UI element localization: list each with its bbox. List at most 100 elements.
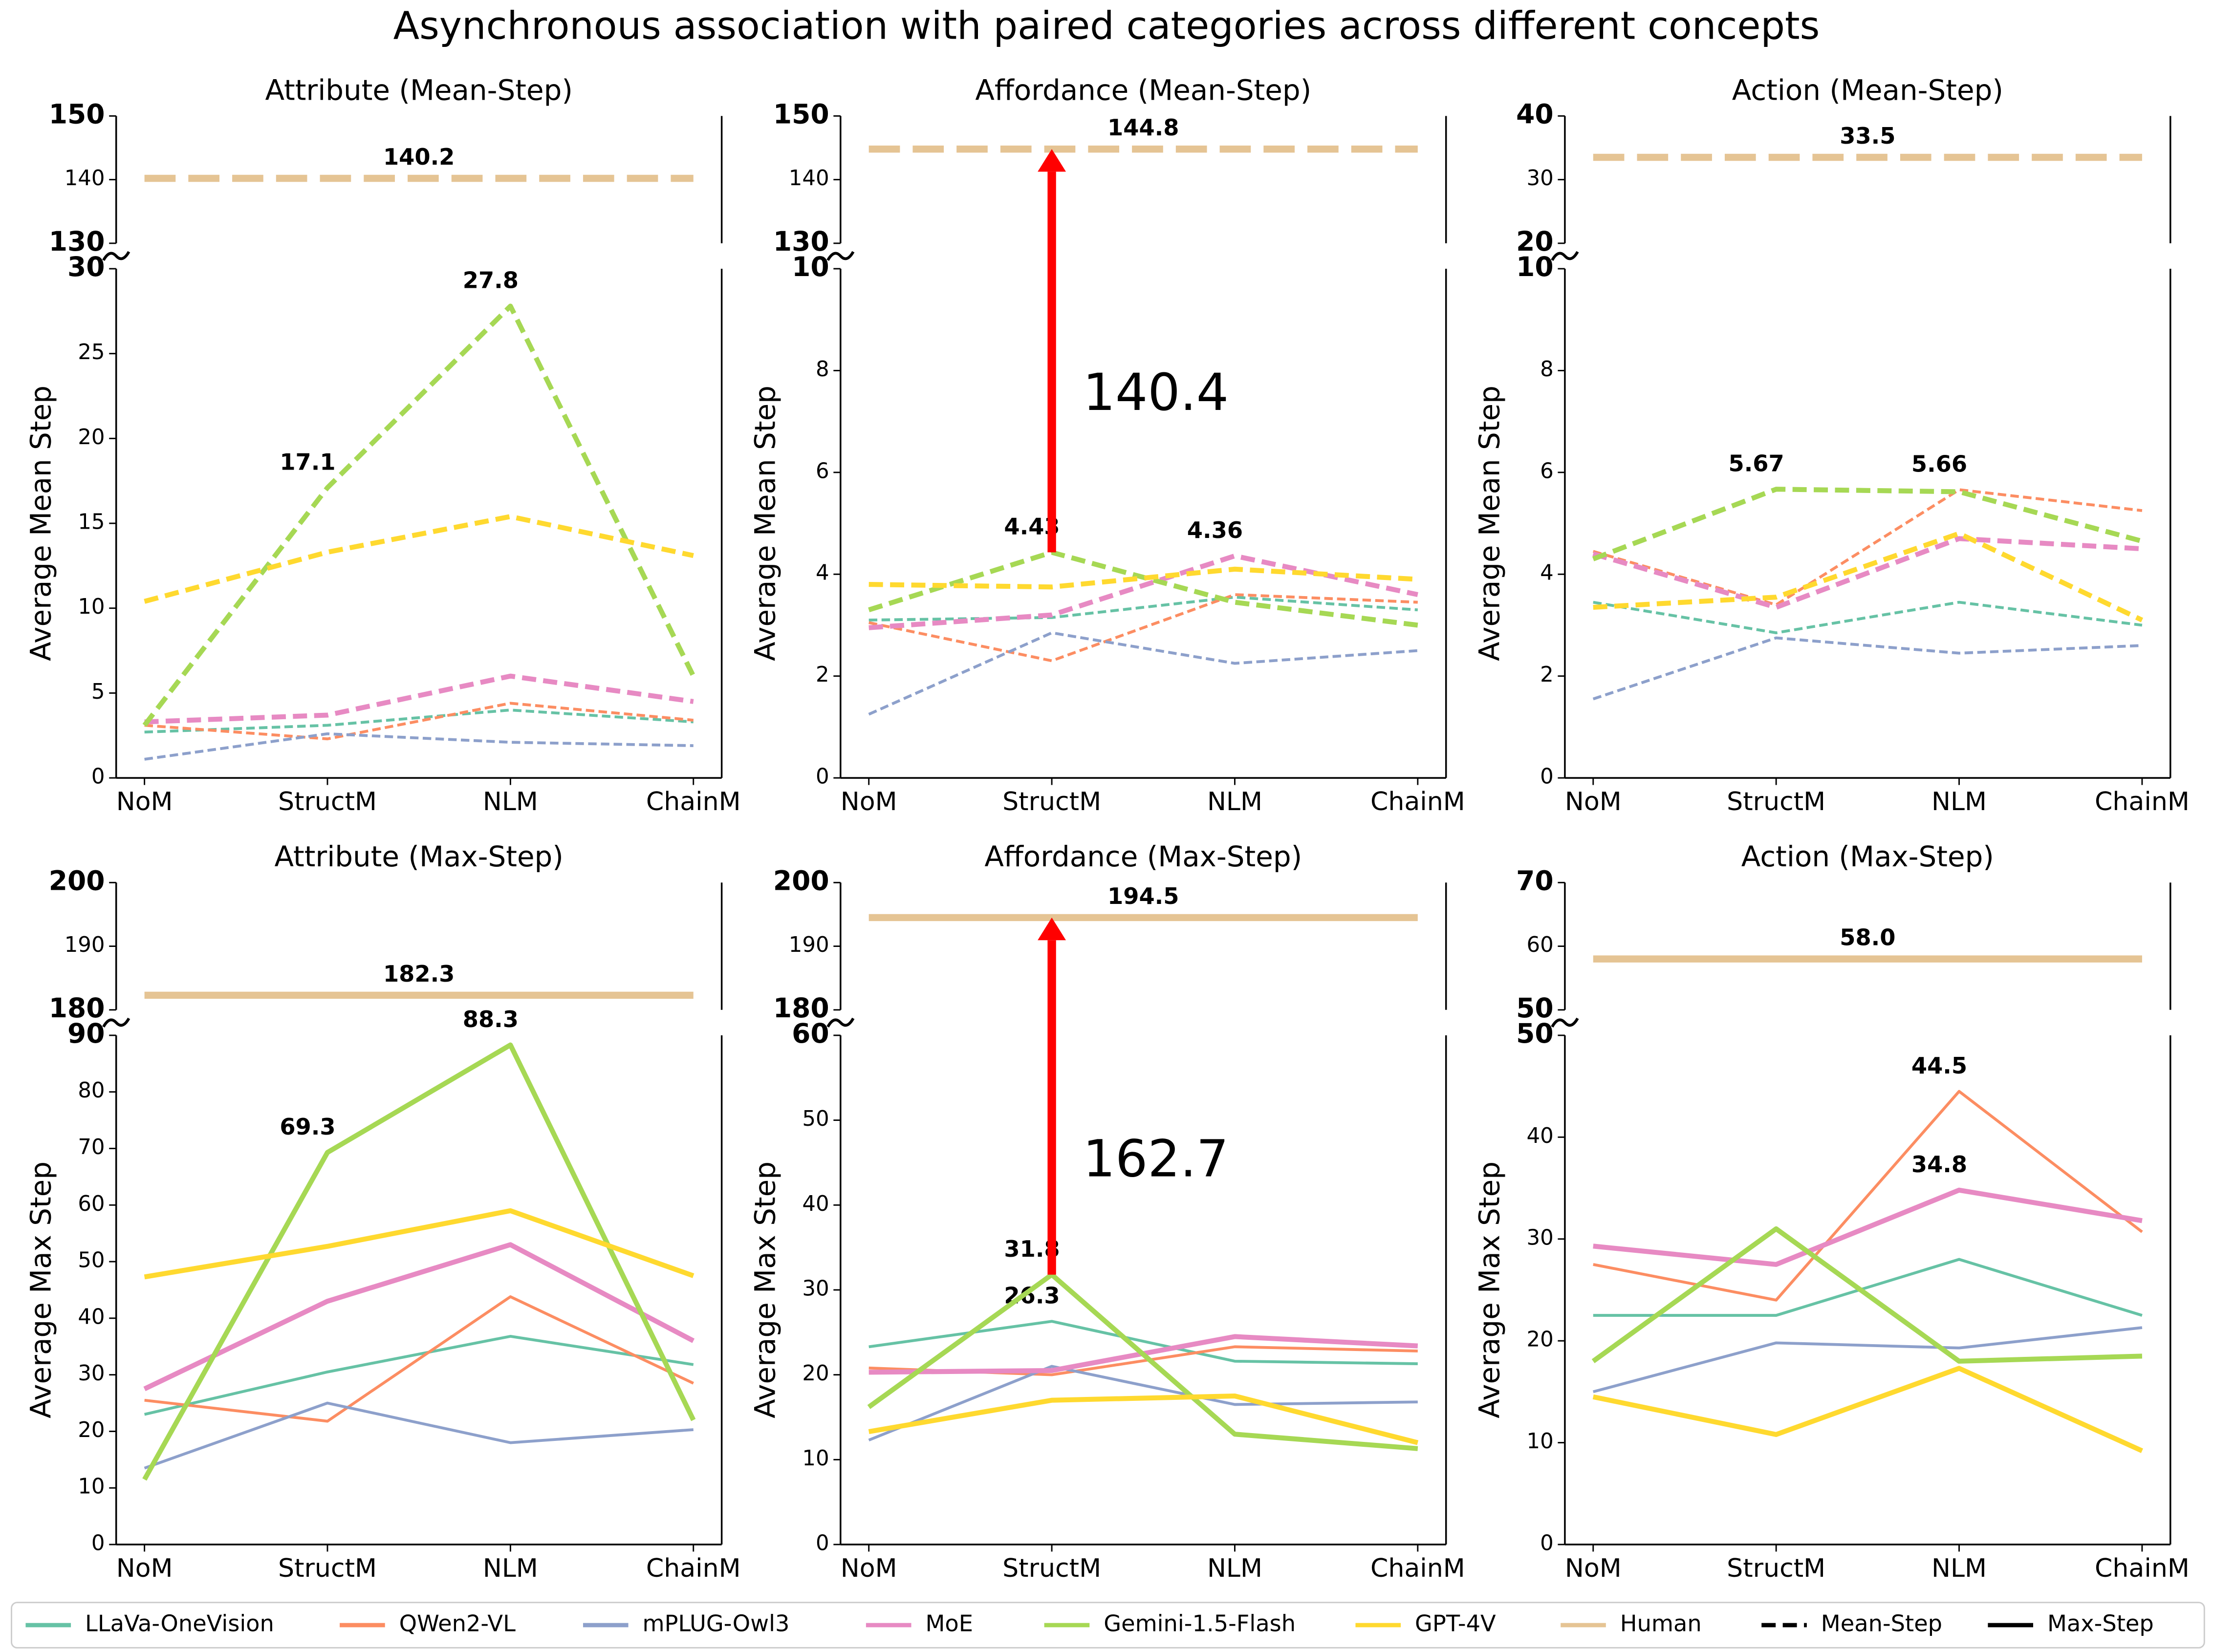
x-tick-label: ChainM <box>2095 1554 2190 1583</box>
y-tick-label: 50 <box>78 1248 105 1273</box>
y-tick-label: 8 <box>816 357 829 382</box>
legend-box <box>11 1602 2205 1649</box>
series-line <box>144 673 694 725</box>
y-tick-label: 0 <box>1540 765 1554 789</box>
value-label: 34.8 <box>1911 1151 1967 1178</box>
human-value-label: 182.3 <box>383 961 455 987</box>
x-tick-label: ChainM <box>1370 1554 1465 1583</box>
value-label: 27.8 <box>463 267 519 294</box>
human-value-label: 33.5 <box>1840 123 1895 149</box>
y-tick-label: 30 <box>67 251 105 282</box>
y-axis-label: Average Mean Step <box>1473 386 1506 661</box>
series-line <box>868 593 1418 663</box>
y-tick-label: 30 <box>1526 1225 1553 1250</box>
y-tick-label: 190 <box>789 933 829 957</box>
series-line <box>1592 487 2143 561</box>
human-value-label: 144.8 <box>1107 114 1179 141</box>
gap-label: 162.7 <box>1083 1129 1229 1189</box>
y-tick-label: 60 <box>792 1018 829 1049</box>
y-tick-label: 80 <box>78 1078 105 1103</box>
series-line <box>144 1208 694 1280</box>
series-line <box>142 303 696 727</box>
series-line <box>144 514 694 604</box>
y-tick-label: 20 <box>802 1361 829 1386</box>
series-line <box>1592 1366 2143 1453</box>
y-tick-label: 10 <box>1516 251 1554 282</box>
axis-break <box>102 251 130 261</box>
legend-label: Gemini-1.5-Flash <box>1104 1610 1296 1637</box>
series-line <box>144 1401 694 1470</box>
series-line <box>144 1295 694 1423</box>
y-tick-label: 0 <box>91 1531 105 1556</box>
series-line <box>144 702 694 741</box>
x-tick-label: StructM <box>1727 787 1825 816</box>
y-tick-label: 0 <box>816 765 829 789</box>
y-tick-label: 90 <box>67 1018 105 1049</box>
legend-label: GPT-4V <box>1415 1610 1496 1637</box>
x-tick-label: NoM <box>841 1554 897 1583</box>
y-tick-label: 0 <box>91 765 105 789</box>
y-axis-label: Average Max Step <box>748 1161 781 1418</box>
y-axis-label: Average Mean Step <box>24 386 57 661</box>
y-tick-label: 10 <box>802 1446 829 1471</box>
x-tick-label: NLM <box>1207 1554 1262 1583</box>
y-tick-label: 130 <box>773 226 829 257</box>
y-tick-label: 200 <box>773 865 829 896</box>
value-label: 5.67 <box>1729 451 1784 477</box>
y-tick-label: 130 <box>49 226 105 257</box>
series-line <box>143 1242 695 1392</box>
y-tick-label: 140 <box>65 166 105 191</box>
value-label: 4.36 <box>1187 517 1243 543</box>
x-tick-label: NLM <box>483 787 538 816</box>
legend-label: Mean-Step <box>1821 1610 1942 1637</box>
x-tick-label: NoM <box>1565 1554 1622 1583</box>
series-line <box>1591 1226 2143 1364</box>
x-tick-label: ChainM <box>646 1554 741 1583</box>
y-tick-label: 70 <box>1516 865 1554 896</box>
y-tick-label: 20 <box>1526 1328 1553 1352</box>
x-tick-label: StructM <box>1002 1554 1101 1583</box>
y-axis-label: Average Max Step <box>1473 1161 1506 1418</box>
y-tick-label: 150 <box>49 98 105 129</box>
x-tick-label: StructM <box>278 787 377 816</box>
series-line <box>1592 536 2143 610</box>
y-tick-label: 0 <box>1540 1531 1554 1556</box>
figure-title: Asynchronous association with paired cat… <box>393 3 1820 48</box>
y-tick-label: 180 <box>49 992 105 1024</box>
x-tick-label: NLM <box>1931 1554 1987 1583</box>
y-tick-label: 40 <box>1516 98 1554 129</box>
y-tick-label: 60 <box>1526 933 1553 957</box>
y-tick-label: 10 <box>78 595 105 619</box>
series-line <box>868 550 1418 628</box>
y-tick-label: 2 <box>1540 663 1554 687</box>
series-line <box>144 708 694 734</box>
series-line <box>1592 636 2143 701</box>
y-tick-label: 40 <box>78 1305 105 1329</box>
x-tick-label: StructM <box>1727 1554 1825 1583</box>
y-tick-label: 0 <box>816 1531 829 1556</box>
y-tick-label: 5 <box>91 680 105 704</box>
value-label: 5.66 <box>1911 451 1967 477</box>
y-tick-label: 50 <box>802 1107 829 1131</box>
series-line <box>868 566 1418 590</box>
legend-label: MoE <box>925 1610 973 1637</box>
y-tick-label: 20 <box>1516 226 1554 257</box>
y-tick-label: 200 <box>49 865 105 896</box>
value-label: 44.5 <box>1911 1052 1967 1079</box>
x-tick-label: NLM <box>1207 787 1262 816</box>
x-tick-label: ChainM <box>2095 787 2190 816</box>
x-tick-label: NoM <box>1565 787 1622 816</box>
subplot-title: Action (Mean-Step) <box>1732 73 2003 107</box>
series-line <box>1593 1187 2143 1267</box>
series-line <box>1593 601 2143 634</box>
value-label: 88.3 <box>463 1006 519 1032</box>
series-line <box>868 1365 1418 1442</box>
human-value-label: 140.2 <box>383 144 455 170</box>
y-tick-label: 30 <box>802 1276 829 1301</box>
y-tick-label: 20 <box>78 1418 105 1442</box>
legend-label: Human <box>1620 1610 1702 1637</box>
y-tick-label: 180 <box>773 992 829 1024</box>
axis-break <box>826 251 855 261</box>
